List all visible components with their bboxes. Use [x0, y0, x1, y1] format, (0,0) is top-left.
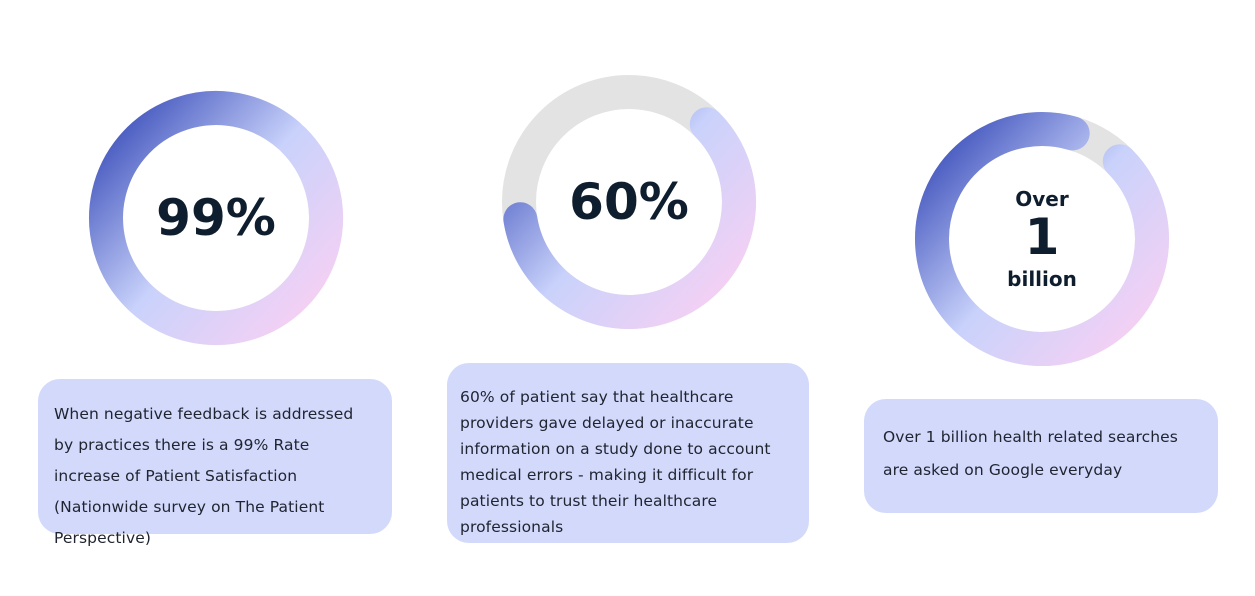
stat-description-card: When negative feedback is addressed by p… [38, 379, 392, 547]
progress-ring-billion: Over 1 billion [914, 111, 1170, 367]
ring-progress [89, 91, 344, 346]
ring-label: 60% [501, 74, 757, 330]
ring-progress [503, 107, 756, 329]
ring-graphic [502, 75, 756, 329]
ring-graphic [915, 112, 1169, 366]
stat-value-prefix: Over [1015, 187, 1069, 211]
ring-label: Over 1 billion [914, 111, 1170, 367]
progress-ring-60: 60% [501, 74, 757, 330]
ring-progress [915, 112, 1169, 366]
stat-value: 60% [569, 173, 689, 231]
stat-description-card: Over 1 billion health related searches a… [864, 399, 1218, 513]
stat-value: 99% [156, 189, 276, 247]
ring-label: 99% [88, 90, 344, 346]
stat-value: 1 [1024, 208, 1060, 266]
stat-description: Over 1 billion health related searches a… [883, 428, 1178, 479]
stat-description: When negative feedback is addressed by p… [54, 405, 354, 547]
stat-value-suffix: billion [1007, 267, 1077, 291]
stat-description-card: 60% of patient say that healthcare provi… [447, 363, 809, 543]
progress-ring-99: 99% [88, 90, 344, 346]
stat-description: 60% of patient say that healthcare provi… [460, 388, 771, 536]
ring-graphic [89, 91, 344, 346]
